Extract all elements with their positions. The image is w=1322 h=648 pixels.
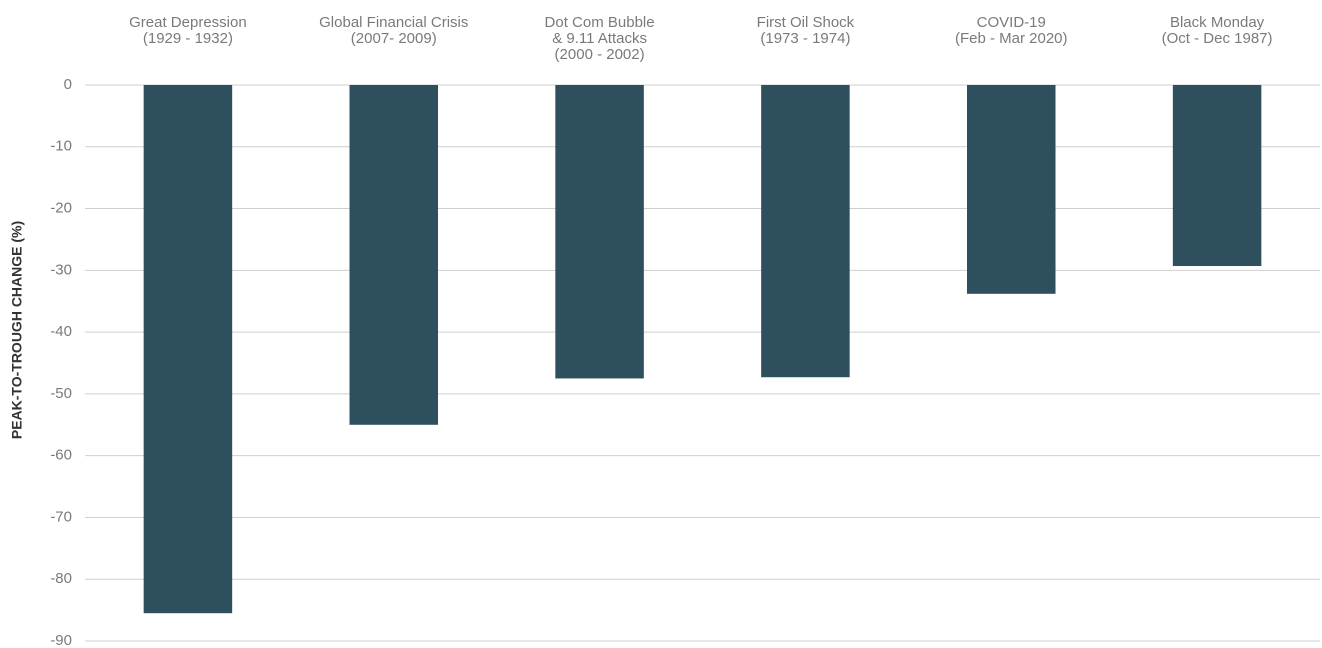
y-tick-label: -50	[50, 385, 72, 402]
x-tick-label-line: Dot Com Bubble	[545, 14, 655, 31]
x-tick-label-line: (1929 - 1932)	[143, 30, 233, 47]
x-tick-label: Dot Com Bubble & 9.11 Attacks (2000 - 2002…	[545, 14, 655, 63]
x-tick-label-line: (Oct - Dec 1987)	[1162, 30, 1273, 47]
x-tick-label-line: First Oil Shock	[757, 14, 855, 31]
x-tick-label: Black Monday (Oct - Dec 1987)	[1162, 14, 1273, 47]
y-tick-label: -40	[50, 323, 72, 340]
x-tick-label: First Oil Shock (1973 - 1974)	[757, 14, 855, 47]
x-tick-label-line: (2000 - 2002)	[555, 46, 645, 63]
bar	[761, 85, 850, 378]
y-axis-title: PEAK-TO-TROUGH CHANGE (%)	[9, 221, 25, 439]
x-tick-label-line: & 9.11 Attacks	[552, 30, 647, 47]
x-tick-label-line: (2007- 2009)	[351, 30, 437, 47]
y-tick-label: -90	[50, 632, 72, 648]
y-tick-label: -60	[50, 447, 72, 464]
bar	[555, 85, 644, 379]
bar	[349, 85, 439, 425]
x-tick-label-line: Great Depression	[129, 14, 247, 31]
y-tick-label: -30	[50, 261, 72, 278]
x-tick-label: Great Depression (1929 - 1932)	[129, 14, 247, 47]
x-tick-label: Global Financial Crisis (2007- 2009)	[319, 14, 468, 47]
x-tick-label-line: Global Financial Crisis	[319, 14, 468, 31]
y-tick-label: 0	[64, 76, 72, 93]
y-tick-label: -20	[50, 200, 72, 217]
x-tick-label-line: COVID-19	[977, 14, 1046, 31]
x-tick-label-line: (1973 - 1974)	[760, 30, 850, 47]
x-tick-label-line: (Feb - Mar 2020)	[955, 30, 1068, 47]
y-tick-label: -10	[50, 138, 72, 155]
x-tick-label-line: Black Monday	[1170, 14, 1265, 31]
bar	[966, 85, 1056, 294]
x-tick-label: COVID-19 (Feb - Mar 2020)	[955, 14, 1068, 47]
bar	[1172, 85, 1262, 267]
y-tick-label: -70	[50, 508, 72, 525]
y-tick-label: -80	[50, 570, 72, 587]
bar	[143, 85, 233, 614]
